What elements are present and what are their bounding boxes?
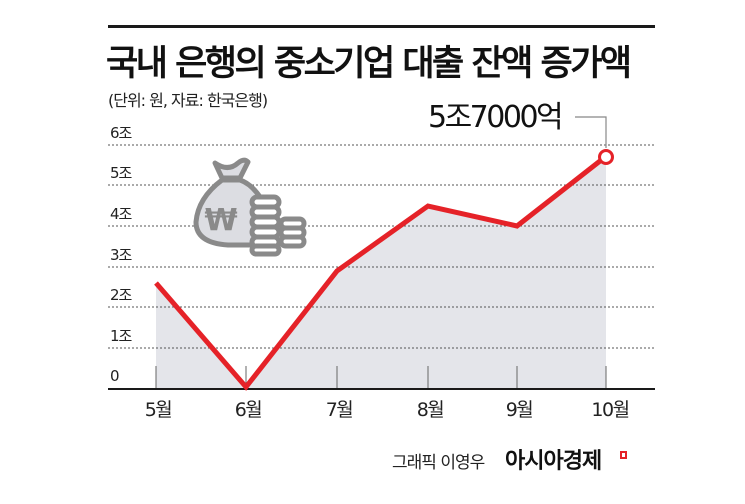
peak-value-label: 5조7000억	[428, 100, 564, 135]
chart-title: 국내 은행의 중소기업 대출 잔액 증가액	[106, 44, 632, 84]
red-corner-mark-icon	[620, 451, 627, 459]
x-tick-label-jul: 7월	[325, 399, 354, 421]
graphic-credit: 그래픽 이영우	[392, 453, 485, 473]
y-tick-label-4: 4조	[110, 205, 132, 223]
area-fill	[156, 157, 606, 388]
y-tick-label-5: 5조	[110, 164, 132, 182]
chart-subtitle: (단위: 원, 자료: 한국은행)	[108, 91, 268, 110]
x-tick-label-aug: 8월	[416, 399, 445, 421]
y-tick-label-1: 1조	[110, 327, 132, 345]
annotation-leader-line	[575, 116, 607, 148]
gridlines	[108, 144, 654, 349]
svg-text:₩: ₩	[204, 203, 237, 238]
x-tick-label-oct: 10월	[591, 399, 630, 421]
brand-logo-text: 아시아경제	[505, 449, 602, 474]
y-tick-label-2: 2조	[110, 286, 132, 304]
x-tick-label-jun: 6월	[234, 399, 263, 421]
data-line	[154, 159, 602, 391]
x-ticks	[155, 366, 607, 388]
top-rule	[108, 25, 655, 28]
peak-point-marker	[598, 149, 614, 165]
y-tick-label-3: 3조	[110, 246, 132, 264]
money-bag-won-coins-icon: ₩	[193, 157, 307, 257]
x-tick-label-sep: 9월	[505, 399, 534, 421]
y-tick-label-0: 0	[110, 367, 119, 385]
y-tick-label-6: 6조	[110, 124, 132, 142]
x-tick-label-may: 5월	[144, 399, 173, 421]
